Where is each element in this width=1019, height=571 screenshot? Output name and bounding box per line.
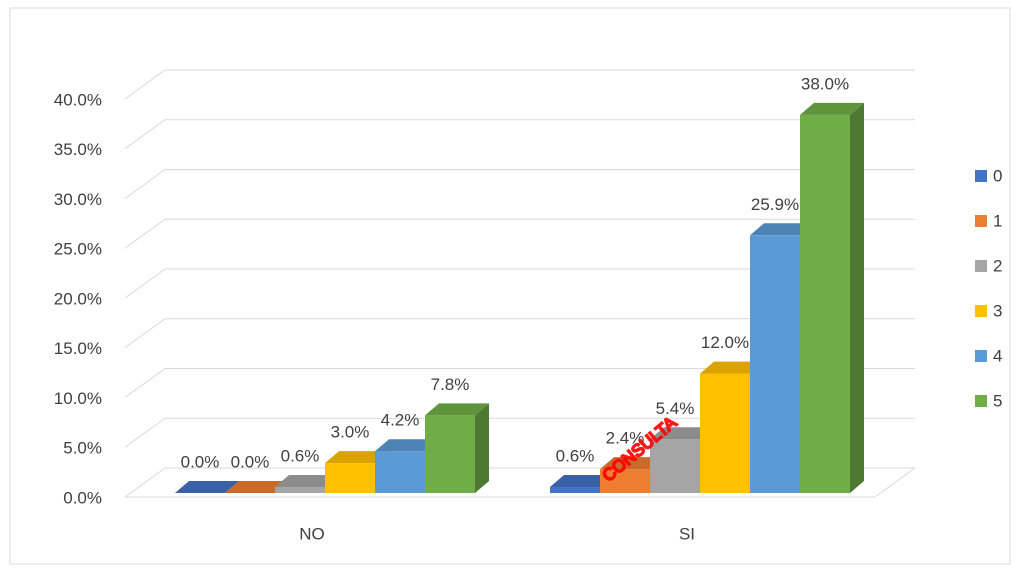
bar-top [425, 403, 489, 416]
y-tick-label: 15.0% [54, 339, 102, 358]
data-label: 3.0% [331, 423, 370, 442]
legend-swatch [975, 170, 987, 182]
data-label: 4.2% [381, 411, 420, 430]
bar-front [700, 373, 750, 493]
data-label: 0.0% [181, 452, 220, 471]
y-tick-label: 10.0% [54, 389, 102, 408]
bar [425, 403, 489, 493]
data-label: 12.0% [701, 333, 749, 352]
grid-line-side [124, 69, 166, 100]
legend-swatch [975, 260, 987, 272]
grid-line-side [124, 467, 166, 498]
bar-top [550, 475, 614, 488]
bar-front [550, 487, 600, 493]
bar [225, 481, 289, 493]
data-label: 0.0% [231, 452, 270, 471]
bar-front [425, 415, 475, 493]
y-tick-label: 30.0% [54, 190, 102, 209]
bar-top [325, 451, 389, 464]
bar-front [800, 114, 850, 494]
legend-swatch [975, 395, 987, 407]
legend-label: 0 [993, 166, 1002, 185]
y-tick-label: 40.0% [54, 90, 102, 109]
y-tick-label: 25.0% [54, 240, 102, 259]
legend-label: 3 [993, 301, 1002, 320]
bar-top [375, 439, 439, 452]
x-tick-label: NO [299, 524, 325, 543]
bar [175, 481, 239, 493]
data-label: 0.6% [281, 447, 320, 466]
data-label: 0.6% [556, 447, 595, 466]
bar-top [275, 475, 339, 488]
legend-label: 1 [993, 211, 1002, 230]
bar-front [600, 469, 650, 493]
bar-top [600, 457, 664, 470]
legend-swatch [975, 305, 987, 317]
y-tick-label: 20.0% [54, 289, 102, 308]
legend-swatch [975, 215, 987, 227]
x-tick-label: SI [679, 524, 695, 543]
floor-line-side [874, 467, 916, 498]
legend-label: 2 [993, 256, 1002, 275]
bar-side [850, 102, 864, 494]
grid-line-side [124, 218, 166, 249]
legend-label: 5 [993, 391, 1002, 410]
data-label: 25.9% [751, 195, 799, 214]
bar-front [375, 451, 425, 493]
bar-top [750, 223, 814, 236]
grid-line-side [124, 119, 166, 150]
bar-top [800, 102, 864, 115]
grid-line-side [124, 417, 166, 448]
y-tick-label: 35.0% [54, 140, 102, 159]
bar [650, 427, 714, 493]
bar-top [700, 361, 764, 374]
legend-swatch [975, 350, 987, 362]
bar [800, 102, 864, 494]
bar-front [750, 235, 800, 494]
bar-side [475, 403, 489, 493]
data-label: 38.0% [801, 74, 849, 93]
data-label: 5.4% [656, 399, 695, 418]
grid-line-side [124, 169, 166, 199]
bar-top [225, 481, 289, 493]
grid-line-side [124, 318, 166, 349]
y-tick-label: 0.0% [63, 488, 102, 507]
bar-front [275, 487, 325, 493]
grid-line-side [124, 368, 166, 398]
grid-line-side [124, 268, 166, 299]
bar-top [650, 427, 714, 440]
bar-front [325, 463, 375, 493]
bar-front [650, 439, 700, 493]
bar-top [175, 481, 239, 493]
y-tick-label: 5.0% [63, 439, 102, 458]
legend-label: 4 [993, 346, 1002, 365]
data-label: 7.8% [431, 375, 470, 394]
data-label: 2.4% [606, 429, 645, 448]
